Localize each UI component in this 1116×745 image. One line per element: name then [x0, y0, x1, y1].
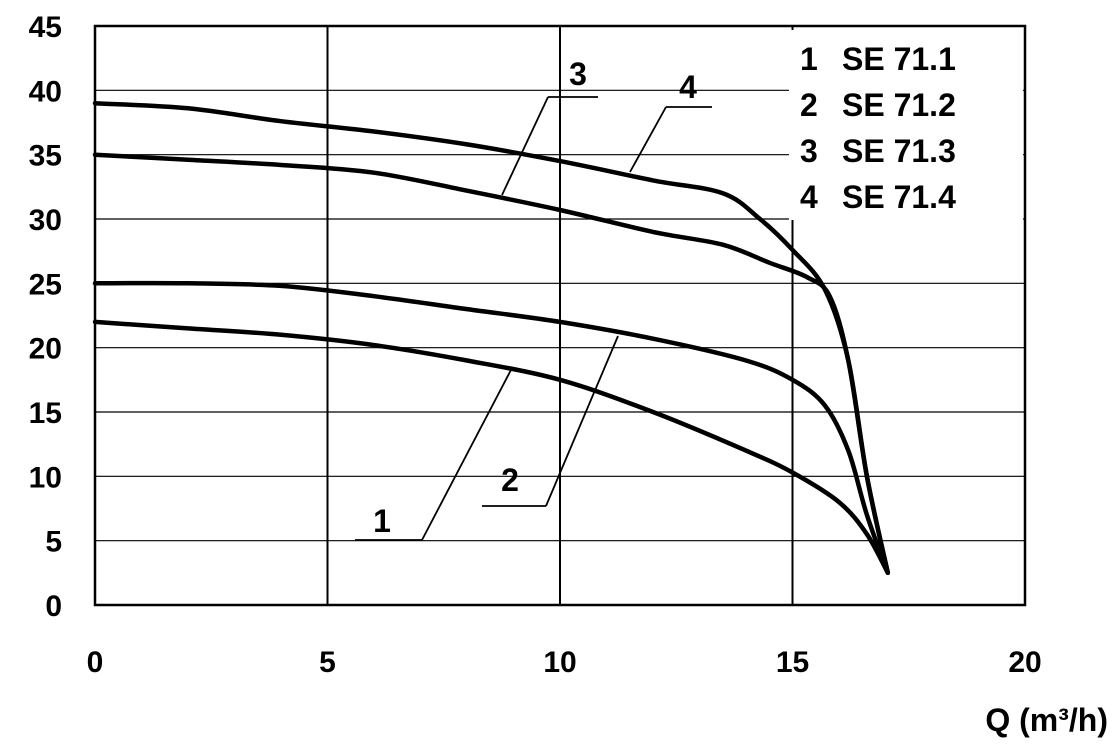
y-tick-label: 15	[29, 397, 62, 430]
legend-entry-name: SE 71.3	[842, 133, 956, 169]
y-tick-label: 25	[29, 268, 62, 301]
callouts: 1 2 3 4	[355, 56, 712, 541]
y-tick-label: 40	[29, 75, 62, 108]
y-tick-label: 30	[29, 204, 62, 237]
callout-leader-3	[501, 96, 549, 196]
y-tick-label: 20	[29, 333, 62, 366]
y-tick-label: 35	[29, 140, 62, 173]
callout-label-1: 1	[373, 503, 391, 539]
series-curve-2	[92, 280, 891, 576]
tick-labels: 0 5 10 15 20 25 30 35 40 45 0 5 10 15 20	[29, 11, 1042, 679]
legend: 1 SE 71.1 2 SE 71.2 3 SE 71.3 4 SE 71.4	[789, 30, 1023, 220]
plot-frame	[93, 24, 1027, 607]
legend-entry-name: SE 71.2	[842, 87, 956, 123]
y-tick-label: 5	[45, 526, 62, 559]
x-axis-label: Q (m³/h)	[985, 702, 1108, 738]
callout-leader-4	[629, 106, 667, 173]
series-curve-1	[92, 319, 891, 576]
legend-box	[789, 30, 1023, 220]
legend-entry-name: SE 71.4	[842, 179, 956, 215]
x-tick-label: 10	[543, 646, 576, 679]
legend-number: 2	[800, 87, 818, 123]
series-curves	[92, 100, 891, 576]
callout-label-3: 3	[569, 56, 587, 92]
y-tick-label: 0	[45, 590, 62, 623]
callout-label-2: 2	[501, 462, 519, 498]
callout-label-4: 4	[679, 69, 697, 105]
legend-number: 4	[800, 179, 818, 215]
series-curve-4	[92, 100, 891, 576]
legend-number: 1	[800, 41, 818, 77]
y-tick-label: 45	[29, 11, 62, 44]
axes	[93, 24, 1027, 607]
legend-number: 3	[800, 133, 818, 169]
legend-entry-name: SE 71.1	[842, 41, 956, 77]
y-tick-label: 10	[29, 461, 62, 494]
x-tick-label: 5	[319, 646, 336, 679]
callout-leader-2	[545, 335, 619, 507]
x-tick-label: 15	[776, 646, 809, 679]
x-tick-label: 20	[1008, 646, 1041, 679]
callout-leader-1	[421, 367, 513, 541]
x-tick-label: 0	[87, 646, 104, 679]
